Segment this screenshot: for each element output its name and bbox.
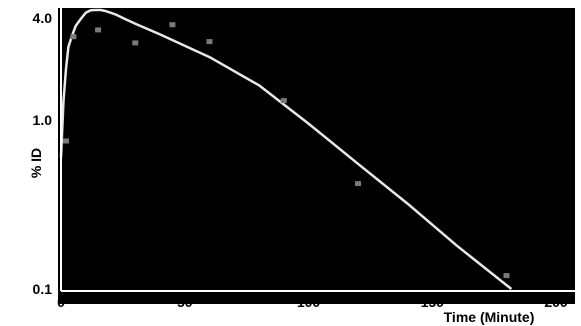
data-point <box>63 138 69 144</box>
y-tick-label: 0.1 <box>33 281 53 297</box>
data-point <box>280 98 287 104</box>
x-tick-label: 0 <box>57 294 65 310</box>
data-point <box>169 22 176 28</box>
data-point <box>132 40 139 46</box>
plot-area <box>58 8 575 304</box>
x-tick-label: 200 <box>544 294 568 310</box>
y-tick-label: 4.0 <box>33 10 53 26</box>
data-point <box>95 27 102 33</box>
x-tick-label: 50 <box>177 294 193 310</box>
data-point <box>70 34 77 40</box>
data-point <box>206 39 213 45</box>
x-tick-label: 150 <box>421 294 445 310</box>
y-tick-label: 1.0 <box>33 112 53 128</box>
x-tick-label: 100 <box>297 294 321 310</box>
y-axis-title: % ID <box>28 148 44 178</box>
x-axis-title: Time (Minute) <box>444 309 535 325</box>
data-point <box>355 181 361 187</box>
data-point <box>503 273 510 279</box>
tick-labels: 0 50 100 150 200 0.1 1.0 4.0 <box>33 10 568 310</box>
plot-content <box>59 8 513 290</box>
